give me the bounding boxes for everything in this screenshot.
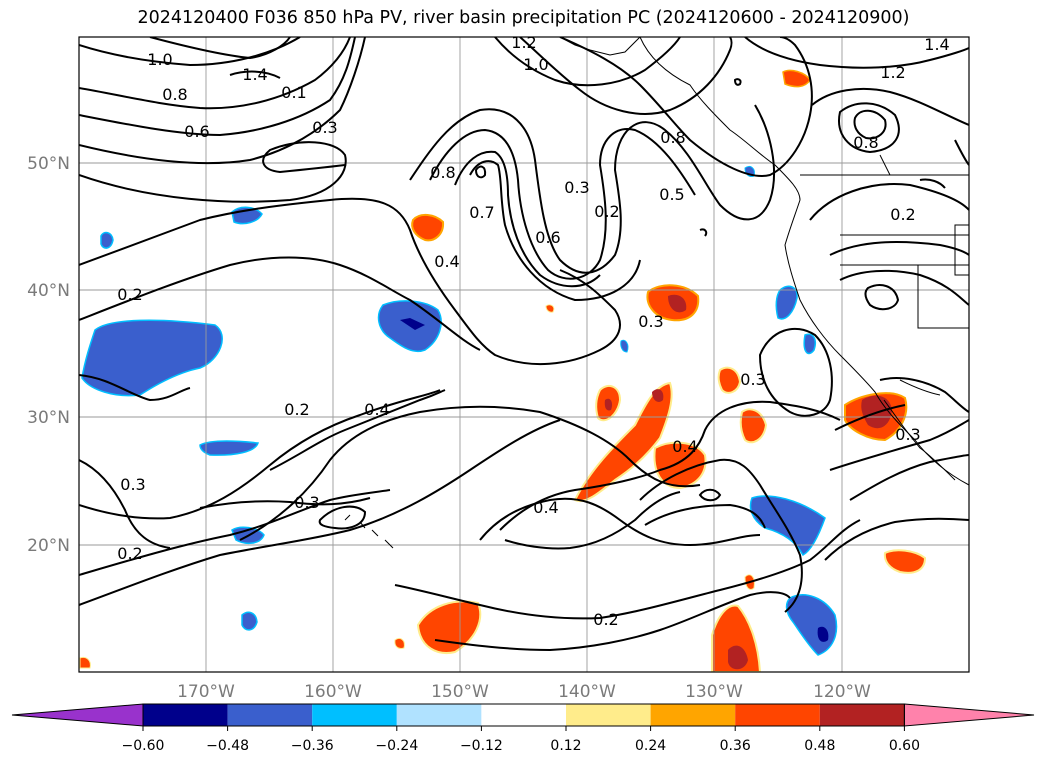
colorbar-segment	[396, 704, 482, 726]
precip-patch-negative	[749, 495, 826, 557]
precip-patch-positive	[728, 645, 748, 670]
colorbar-segment	[566, 704, 651, 726]
contour-label: 0.2	[594, 202, 619, 221]
lon-label: 170°W	[177, 682, 235, 702]
lon-label: 140°W	[558, 682, 616, 702]
lat-label: 50°N	[27, 154, 70, 174]
precip-patch-positive	[411, 214, 445, 242]
contour-label: 0.3	[312, 118, 337, 137]
contour-label: 0.1	[281, 83, 306, 102]
precip-patch-negative	[81, 319, 223, 397]
precip-patch-negative	[803, 333, 817, 355]
lat-label: 30°N	[27, 408, 70, 428]
colorbar-extend-low	[11, 703, 144, 727]
colorbar-segment	[735, 704, 820, 726]
colorbar-tick: −0.12	[460, 738, 503, 754]
colorbar-segment	[650, 704, 736, 726]
precip-patch-positive	[883, 549, 927, 574]
map-title: 2024120400 F036 850 hPa PV, river basin …	[137, 8, 910, 28]
contour-label: 0.6	[184, 122, 209, 141]
precip-patch-negative	[400, 318, 425, 330]
contour-label: 0.8	[660, 128, 685, 147]
precip-patch-positive	[573, 381, 673, 503]
contour-label: 0.2	[284, 400, 309, 419]
contour-label: 0.8	[430, 163, 455, 182]
contour-label: 1.0	[523, 55, 548, 74]
contour-label: 0.3	[895, 425, 920, 444]
precip-patch-positive	[545, 304, 555, 313]
contour-label: 0.4	[364, 400, 389, 419]
precip-patch-negative	[199, 440, 260, 456]
precip-patch-positive	[653, 441, 707, 490]
colorbar-segment	[312, 704, 397, 726]
colorbar-segment	[143, 704, 228, 726]
contour-label: 1.2	[511, 33, 536, 52]
contour-label: 0.6	[535, 228, 560, 247]
contour-label: 0.2	[593, 610, 618, 629]
precip-patch-positive	[652, 389, 664, 403]
colorbar-segment	[481, 704, 566, 726]
precip-patch-positive	[717, 366, 742, 394]
precip-patch-positive	[739, 408, 768, 444]
contour-label: 0.2	[890, 205, 915, 224]
colorbar-segment	[227, 704, 313, 726]
precip-patch-negative	[817, 626, 829, 642]
colorbar-tick: −0.60	[122, 738, 165, 754]
lon-label: 150°W	[431, 682, 489, 702]
colorbar-tick: 0.24	[635, 738, 666, 754]
colorbar-tick: −0.36	[291, 738, 334, 754]
lon-label: 160°W	[304, 682, 362, 702]
contour-label: 0.3	[120, 475, 145, 494]
colorbar-tick: 0.48	[804, 738, 835, 754]
colorbar-extend-high	[903, 703, 1035, 727]
contour-label: 0.8	[853, 133, 878, 152]
contour-label: 0.5	[659, 185, 684, 204]
contour-label: 1.0	[147, 50, 172, 69]
colorbar-tick: 0.12	[550, 738, 581, 754]
precip-patch-negative	[620, 339, 629, 353]
contour-label: 0.2	[117, 544, 142, 563]
contour-label: 0.3	[638, 312, 663, 331]
precip-patch-positive	[604, 398, 613, 411]
map-frame	[78, 36, 970, 673]
precip-patch-positive	[711, 604, 762, 672]
longitude-labels: 170°W 160°W 150°W 140°W 130°W 120°W	[177, 682, 871, 702]
contour-label: 0.4	[434, 252, 459, 271]
lon-label: 130°W	[685, 682, 743, 702]
colorbar-tick: −0.48	[206, 738, 249, 754]
lat-label: 40°N	[27, 281, 70, 301]
precip-patch-positive	[782, 69, 811, 88]
precip-patch-negative	[100, 231, 114, 249]
lon-label: 120°W	[813, 682, 871, 702]
precip-patch-positive	[394, 637, 405, 649]
latitude-labels: 50°N 40°N 30°N 20°N	[27, 154, 70, 556]
contour-label: 1.2	[880, 63, 905, 82]
contour-label: 1.4	[242, 65, 267, 84]
precip-patch-positive	[416, 600, 482, 654]
colorbar: −0.60 −0.48 −0.36 −0.24 −0.12 0.12 0.24 …	[11, 703, 1035, 754]
contour-label: 0.3	[740, 370, 765, 389]
precip-patch-positive	[79, 657, 91, 669]
contour-label: 0.4	[533, 498, 558, 517]
contour-label: 0.3	[564, 178, 589, 197]
contour-label: 1.4	[924, 35, 949, 54]
contour-label: 0.4	[672, 437, 697, 456]
pv-contours	[79, 37, 969, 652]
precip-patch-negative	[241, 611, 258, 631]
precip-patches	[79, 69, 927, 672]
lat-label: 20°N	[27, 536, 70, 556]
contour-label: 0.3	[294, 493, 319, 512]
contour-label: 0.7	[469, 203, 494, 222]
contour-label: 0.8	[162, 85, 187, 104]
contour-label: 0.2	[117, 285, 142, 304]
contour-labels: 1.2 1.0 1.4 1.0 1.4 1.2 0.8 0.6 0.3 0.8 …	[117, 33, 949, 629]
precip-patch-positive	[668, 294, 687, 313]
colorbar-tick: 0.60	[889, 738, 920, 754]
precip-patch-negative	[775, 285, 798, 320]
colorbar-tick: 0.36	[720, 738, 751, 754]
colorbar-segment	[819, 704, 905, 726]
colorbar-tick: −0.24	[375, 738, 418, 754]
